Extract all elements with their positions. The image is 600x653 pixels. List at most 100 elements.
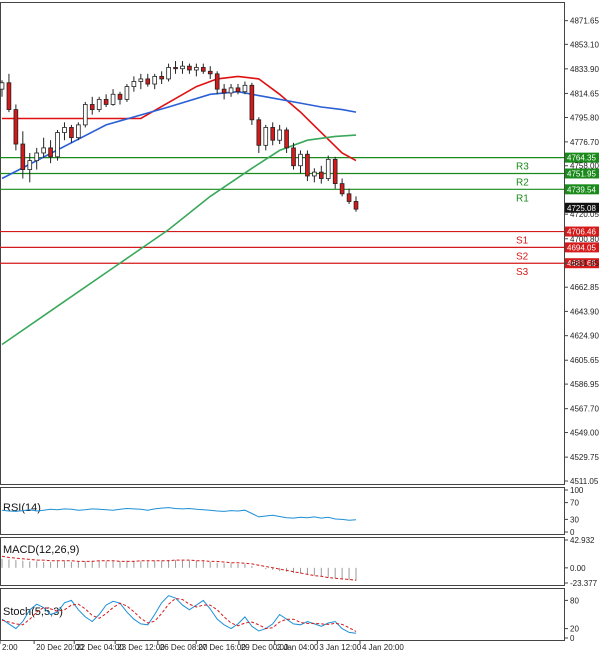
pivot-price-tag xyxy=(565,258,599,269)
candle-body xyxy=(173,67,178,70)
candlesticks xyxy=(0,61,359,212)
price-tick-label: 4605.65 xyxy=(570,356,599,365)
candle-body xyxy=(353,201,359,210)
price-tick-label: 4529.75 xyxy=(570,453,599,462)
time-tick-label: 20 Dec 20:00 xyxy=(36,643,84,652)
macd-histogram-signal xyxy=(1,555,357,581)
pivot-price-label: 4739.54 xyxy=(567,185,596,194)
rsi-tick-label: 30 xyxy=(570,515,579,524)
macd-tick-label: -23.377 xyxy=(570,579,598,588)
pivot-price-label: 4751.95 xyxy=(567,169,596,178)
price-tick-label: 4549.00 xyxy=(570,429,599,438)
price-pane-frame xyxy=(0,2,565,485)
rsi-pane-frame xyxy=(0,487,565,535)
candle-body xyxy=(194,67,199,71)
price-tick-label: 4853.10 xyxy=(570,40,599,49)
candle-body xyxy=(124,86,130,100)
macd-signal-line xyxy=(1,555,357,581)
rsi-axis: 100 70 30 0 xyxy=(564,486,584,537)
price-tick-label: 4720.05 xyxy=(570,210,599,219)
candle-body xyxy=(284,129,289,149)
candle-body xyxy=(27,160,33,170)
price-tick-label: 4643.90 xyxy=(570,307,599,316)
pivot-name-s2: S2 xyxy=(516,251,529,262)
candle-body xyxy=(249,84,255,121)
candle-body xyxy=(41,147,46,154)
stoch-tick-label: 20 xyxy=(570,625,579,634)
candle-body xyxy=(221,88,227,94)
candle-body xyxy=(200,67,206,72)
candle-body xyxy=(298,153,303,167)
price-tick-label: 4700.80 xyxy=(570,235,599,244)
candle-body xyxy=(62,127,67,133)
price-tick-label: 4511.05 xyxy=(570,477,599,486)
stoch-title: Stoch(5,5,3) xyxy=(3,606,63,618)
price-tick-label: 4586.95 xyxy=(570,380,599,389)
price-tick-label: 4814.65 xyxy=(570,89,599,98)
rsi-tick-label: 70 xyxy=(570,499,579,508)
price-axis: 4871.65 4853.10 4833.90 4814.65 4795.80 4776.… xyxy=(564,17,599,486)
pivot-price-label: 4681.65 xyxy=(567,259,596,268)
candle-body xyxy=(312,171,317,177)
price-tick-label: 4624.90 xyxy=(570,332,599,341)
price-tick-label: 4662.85 xyxy=(570,283,599,292)
rsi-title: RSI(14) xyxy=(3,502,41,514)
rsi-line xyxy=(1,507,357,521)
candle-body xyxy=(145,78,151,85)
candle-body xyxy=(55,132,60,158)
pivot-price-tag xyxy=(565,242,599,253)
candle-body xyxy=(166,67,171,80)
pivot-name-r1: R1 xyxy=(516,193,529,204)
candle-body xyxy=(0,82,5,90)
time-tick-label: 22 Dec 04:00 xyxy=(76,643,124,652)
candle-body xyxy=(131,81,137,87)
macd-pane: MACD(12,26,9) 42.932 0.00 -23.377 xyxy=(0,536,598,588)
candle-body xyxy=(152,75,158,85)
candle-body xyxy=(82,104,88,126)
time-tick-label: 26 Dec 08:00 xyxy=(160,643,208,652)
rsi-tick-label: 100 xyxy=(570,486,584,495)
candle-body xyxy=(110,93,116,105)
stoch-pane-frame xyxy=(0,588,565,641)
price-pane: R3 4764.35 R2 4751.95 R1 4739.54 S1 4706.46 S2 46… xyxy=(0,2,599,486)
stoch-k-line xyxy=(1,595,357,634)
rsi-line xyxy=(1,507,357,521)
candle-body xyxy=(339,183,345,195)
stoch-axis: 80 200 xyxy=(564,596,579,643)
time-tick-label: 23 Dec 12:00 xyxy=(117,643,165,652)
candle-body xyxy=(291,147,296,167)
price-tick-label: 4833.90 xyxy=(570,65,599,74)
pivot-price-label: 4764.35 xyxy=(567,154,596,163)
candle-body xyxy=(76,124,81,139)
candle-body xyxy=(263,127,269,146)
time-tick-label: 3 Jan 12:00 xyxy=(319,643,361,652)
pivot-price-tag xyxy=(565,226,599,237)
price-tick-label: 4871.65 xyxy=(570,17,599,26)
moving-average-line-3 xyxy=(1,134,357,346)
candle-body xyxy=(159,75,164,80)
pivot-name-r3: R3 xyxy=(516,162,529,173)
stoch-pane: Stoch(5,5,3) 80 200 xyxy=(0,588,579,643)
candle-body xyxy=(214,73,220,90)
candle-body xyxy=(325,158,331,179)
candle-body xyxy=(228,87,234,94)
rsi-tick-label: 0 xyxy=(570,528,575,537)
macd-axis: 42.932 0.00 -23.377 xyxy=(564,536,598,588)
candle-body xyxy=(103,98,109,105)
candle-body xyxy=(318,171,324,179)
candle-body xyxy=(20,143,26,170)
candle-body xyxy=(256,119,262,146)
candle-body xyxy=(117,93,123,100)
candle-body xyxy=(138,78,144,82)
candle-body xyxy=(13,109,19,145)
pivot-price-tag xyxy=(565,168,599,179)
candle-body xyxy=(187,65,192,71)
candle-body xyxy=(207,70,213,75)
price-tick-label: 4758.00 xyxy=(570,162,599,171)
candle-body xyxy=(277,129,282,141)
candle-body xyxy=(48,147,53,158)
current-price-tag xyxy=(565,202,599,213)
stoch-lines xyxy=(1,595,357,634)
candle-body xyxy=(180,65,185,70)
